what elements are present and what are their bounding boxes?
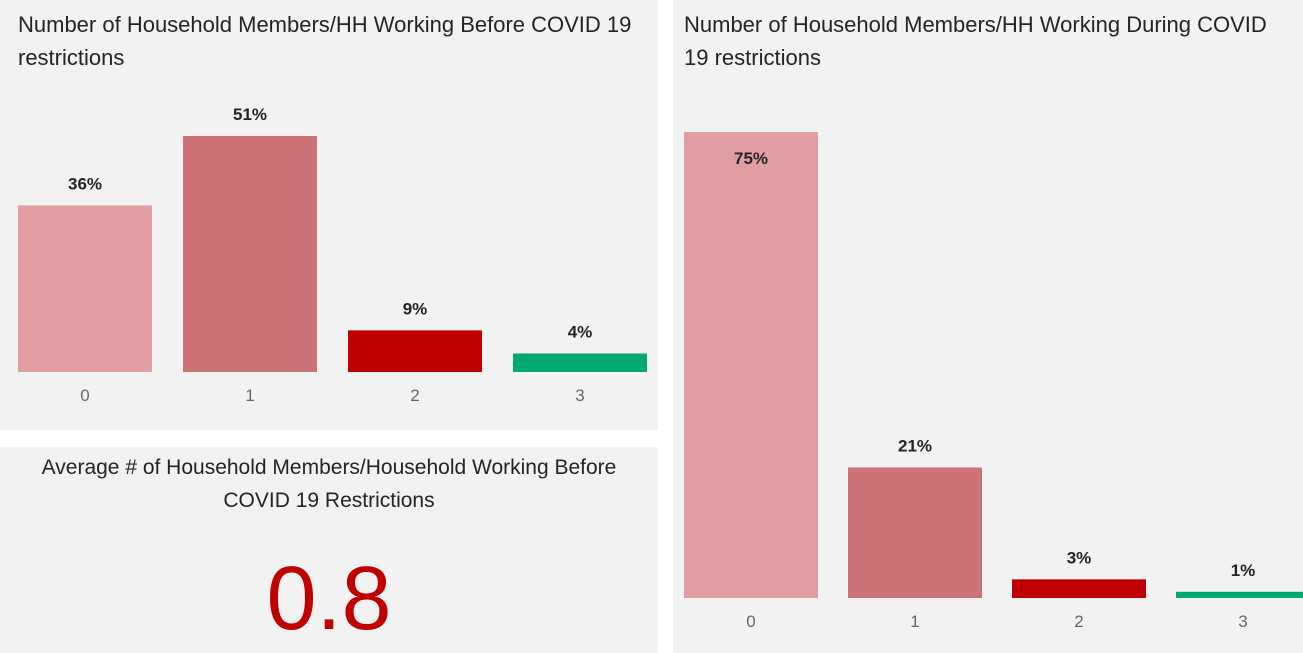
data-label: 4%	[568, 322, 593, 341]
bar	[348, 330, 482, 372]
bar	[513, 353, 647, 372]
data-label: 9%	[403, 299, 428, 318]
x-tick-label: 2	[410, 386, 419, 405]
bar	[18, 205, 152, 372]
card-value: 0.8	[266, 549, 392, 649]
bar	[1176, 591, 1303, 598]
chart-panel: Number of Household Members/HH Working B…	[0, 0, 658, 430]
chart-title: Number of Household Members/HH Working B…	[18, 12, 632, 70]
x-tick-label: 0	[80, 386, 89, 405]
data-label: 36%	[68, 174, 102, 193]
data-label: 51%	[233, 105, 267, 124]
x-tick-label: 1	[245, 386, 254, 405]
x-tick-label: 3	[575, 386, 584, 405]
x-tick-label: 3	[1238, 612, 1247, 631]
chart: 36% 0 51% 1 9% 2 4% 3	[18, 105, 647, 405]
bar	[848, 467, 982, 598]
bar	[183, 136, 317, 372]
bar	[684, 132, 818, 598]
data-label: 1%	[1231, 561, 1256, 580]
chart-panel: Number of Household Members/HH Working D…	[673, 0, 1303, 653]
chart: 75%021%13%21%3	[684, 132, 1303, 631]
data-label: 3%	[1067, 548, 1092, 567]
x-tick-label: 1	[910, 612, 919, 631]
card-title: Average # of Household Members/Household…	[41, 456, 617, 512]
chart-title: Number of Household Members/HH Working D…	[684, 12, 1267, 70]
x-tick-label: 0	[746, 612, 755, 631]
data-label: 21%	[898, 437, 932, 456]
data-label: 75%	[734, 149, 768, 168]
bar	[1012, 579, 1146, 598]
x-tick-label: 2	[1074, 612, 1083, 631]
kpi-card: Average # of Household Members/Household…	[0, 447, 658, 653]
